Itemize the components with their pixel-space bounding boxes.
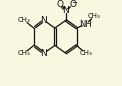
Text: CH₃: CH₃ [88, 14, 101, 19]
Text: N: N [62, 6, 69, 15]
Circle shape [22, 51, 27, 56]
Circle shape [92, 14, 97, 19]
Circle shape [83, 22, 88, 27]
Text: +: + [65, 6, 70, 11]
Text: CH₃: CH₃ [79, 50, 92, 56]
Circle shape [42, 18, 46, 22]
Text: O: O [69, 0, 76, 9]
Circle shape [42, 51, 46, 55]
Text: CH₃: CH₃ [18, 17, 31, 23]
Text: NH: NH [79, 20, 92, 29]
Circle shape [83, 51, 88, 56]
Text: CH₃: CH₃ [18, 50, 31, 56]
Circle shape [22, 18, 27, 23]
Circle shape [71, 3, 74, 7]
Text: N: N [41, 16, 47, 25]
Text: −: − [71, 0, 77, 6]
Circle shape [58, 3, 62, 7]
Text: O: O [57, 0, 64, 9]
Circle shape [64, 9, 68, 12]
Text: N: N [41, 49, 47, 58]
